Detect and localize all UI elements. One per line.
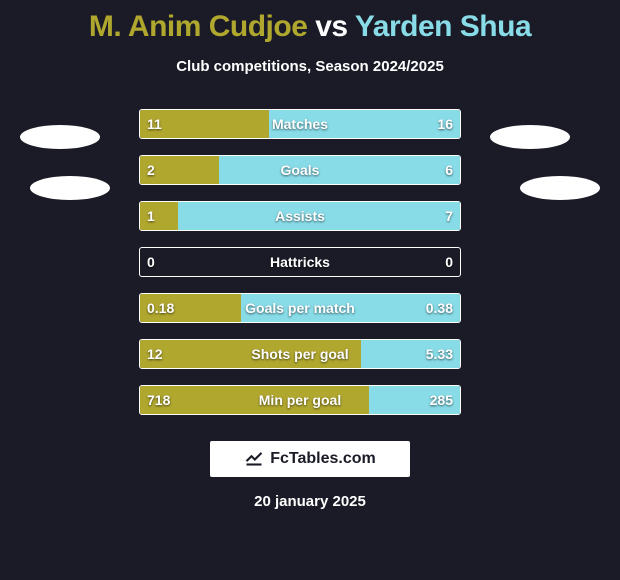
bar-left bbox=[140, 340, 363, 368]
bar-track bbox=[139, 293, 461, 323]
date-label: 20 january 2025 bbox=[0, 493, 620, 510]
bar-left bbox=[140, 156, 221, 184]
bar-track bbox=[139, 385, 461, 415]
bar-right bbox=[241, 294, 460, 322]
bar-track bbox=[139, 155, 461, 185]
bar-right bbox=[269, 110, 460, 138]
title-vs: vs bbox=[307, 10, 355, 43]
bar-left bbox=[140, 110, 271, 138]
side-ellipse bbox=[490, 125, 570, 149]
title-player1: M. Anim Cudjoe bbox=[89, 10, 308, 43]
bar-track bbox=[139, 339, 461, 369]
bar-right bbox=[369, 386, 460, 414]
page-title: M. Anim Cudjoe vs Yarden Shua bbox=[0, 0, 620, 44]
bar-left bbox=[140, 294, 243, 322]
side-ellipse bbox=[30, 176, 110, 200]
chart-icon bbox=[244, 447, 264, 472]
side-ellipse bbox=[20, 125, 100, 149]
bar-right bbox=[219, 156, 461, 184]
side-ellipse bbox=[520, 176, 600, 200]
source-badge[interactable]: FcTables.com bbox=[210, 441, 410, 477]
bar-left bbox=[140, 386, 371, 414]
stat-row: Shots per goal125.33 bbox=[0, 331, 620, 377]
bar-track bbox=[139, 247, 461, 277]
stat-row: Hattricks00 bbox=[0, 239, 620, 285]
bar-track bbox=[139, 109, 461, 139]
title-player2: Yarden Shua bbox=[355, 10, 531, 43]
source-label: FcTables.com bbox=[270, 450, 376, 468]
bar-right bbox=[178, 202, 460, 230]
subtitle: Club competitions, Season 2024/2025 bbox=[0, 58, 620, 75]
bar-left bbox=[140, 202, 180, 230]
bar-track bbox=[139, 201, 461, 231]
comparison-chart: Matches1116Goals26Assists17Hattricks00Go… bbox=[0, 101, 620, 423]
stat-row: Assists17 bbox=[0, 193, 620, 239]
stat-row: Goals per match0.180.38 bbox=[0, 285, 620, 331]
stat-row: Min per goal718285 bbox=[0, 377, 620, 423]
bar-right bbox=[361, 340, 460, 368]
